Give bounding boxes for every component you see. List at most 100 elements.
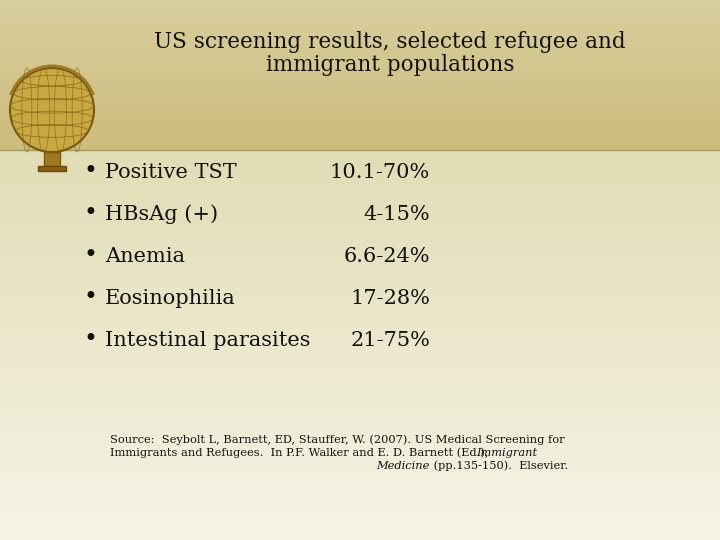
Bar	[0, 0, 720, 3]
Bar	[0, 218, 720, 223]
Bar	[0, 50, 720, 52]
Bar	[0, 452, 720, 457]
Bar	[0, 132, 720, 135]
Bar	[0, 57, 720, 60]
Bar	[0, 4, 720, 8]
Bar	[0, 393, 720, 399]
Bar	[0, 237, 720, 242]
Bar	[0, 281, 720, 287]
Text: •: •	[83, 202, 97, 226]
Bar	[0, 413, 720, 418]
Text: HBsAg (+): HBsAg (+)	[105, 204, 218, 224]
Text: US screening results, selected refugee and: US screening results, selected refugee a…	[154, 31, 626, 53]
Bar	[0, 24, 720, 28]
Bar	[0, 125, 720, 127]
Bar	[0, 174, 720, 179]
Circle shape	[10, 68, 94, 152]
Bar	[0, 501, 720, 506]
Text: (pp.135-150).  Elsevier.: (pp.135-150). Elsevier.	[430, 461, 568, 471]
Bar	[0, 403, 720, 408]
Bar	[0, 388, 720, 394]
Bar	[0, 481, 720, 487]
Bar	[0, 119, 720, 123]
Bar	[0, 457, 720, 462]
Bar	[0, 193, 720, 199]
Bar	[0, 340, 720, 345]
Bar	[0, 315, 720, 321]
Bar	[0, 247, 720, 252]
Bar	[0, 64, 720, 68]
Bar	[0, 330, 720, 335]
Bar	[0, 130, 720, 132]
Bar	[0, 476, 720, 482]
Bar	[0, 99, 720, 103]
Bar	[0, 345, 720, 350]
Bar	[0, 310, 720, 316]
Bar	[0, 127, 720, 130]
Bar	[0, 169, 720, 174]
Bar	[0, 364, 720, 369]
Bar	[0, 122, 720, 125]
Bar	[0, 30, 720, 32]
Bar	[0, 150, 720, 155]
Bar	[0, 184, 720, 189]
Text: immigrant populations: immigrant populations	[266, 54, 514, 76]
Bar	[0, 198, 720, 204]
Text: Anemia: Anemia	[105, 246, 185, 266]
Bar	[0, 505, 720, 511]
Bar	[0, 417, 720, 423]
Bar	[0, 147, 720, 150]
Text: •: •	[83, 160, 97, 184]
Bar	[0, 47, 720, 50]
Bar	[0, 515, 720, 521]
Bar	[0, 114, 720, 118]
Bar	[0, 296, 720, 301]
Bar	[0, 422, 720, 428]
Bar	[0, 354, 720, 360]
Bar	[0, 525, 720, 530]
Bar	[0, 291, 720, 296]
Bar	[0, 42, 720, 45]
Text: Source:  Seybolt L, Barnett, ED, Stauffer, W. (2007). US Medical Screening for: Source: Seybolt L, Barnett, ED, Stauffer…	[110, 435, 564, 446]
Bar	[0, 398, 720, 403]
Bar	[0, 110, 720, 112]
Bar	[0, 164, 720, 170]
Text: Intestinal parasites: Intestinal parasites	[105, 330, 310, 349]
Bar	[38, 166, 66, 171]
Bar	[0, 105, 720, 107]
Bar	[0, 117, 720, 120]
Bar	[0, 213, 720, 218]
Bar	[0, 112, 720, 115]
Text: •: •	[83, 328, 97, 352]
Bar	[0, 94, 720, 98]
Bar	[0, 408, 720, 413]
Bar	[0, 39, 720, 43]
Text: Eosinophilia: Eosinophilia	[105, 288, 235, 307]
Bar	[0, 55, 720, 57]
Bar	[0, 335, 720, 340]
Bar	[0, 22, 720, 25]
Bar	[0, 145, 720, 147]
Bar	[0, 84, 720, 87]
Bar	[44, 152, 60, 166]
Bar	[0, 486, 720, 491]
Text: •: •	[83, 287, 97, 309]
Bar	[0, 2, 720, 5]
Bar	[0, 306, 720, 311]
Bar	[0, 15, 720, 17]
Bar	[0, 467, 720, 472]
Bar	[0, 256, 720, 262]
Bar	[0, 208, 720, 213]
Bar	[0, 32, 720, 35]
Bar	[0, 272, 720, 276]
Bar	[0, 203, 720, 208]
Bar	[0, 10, 720, 12]
Bar	[0, 261, 720, 267]
Bar	[0, 79, 720, 83]
Bar	[0, 134, 720, 138]
Bar	[0, 349, 720, 355]
Text: 21-75%: 21-75%	[350, 330, 430, 349]
Bar	[0, 67, 720, 70]
Bar	[0, 142, 720, 145]
Bar	[0, 222, 720, 228]
